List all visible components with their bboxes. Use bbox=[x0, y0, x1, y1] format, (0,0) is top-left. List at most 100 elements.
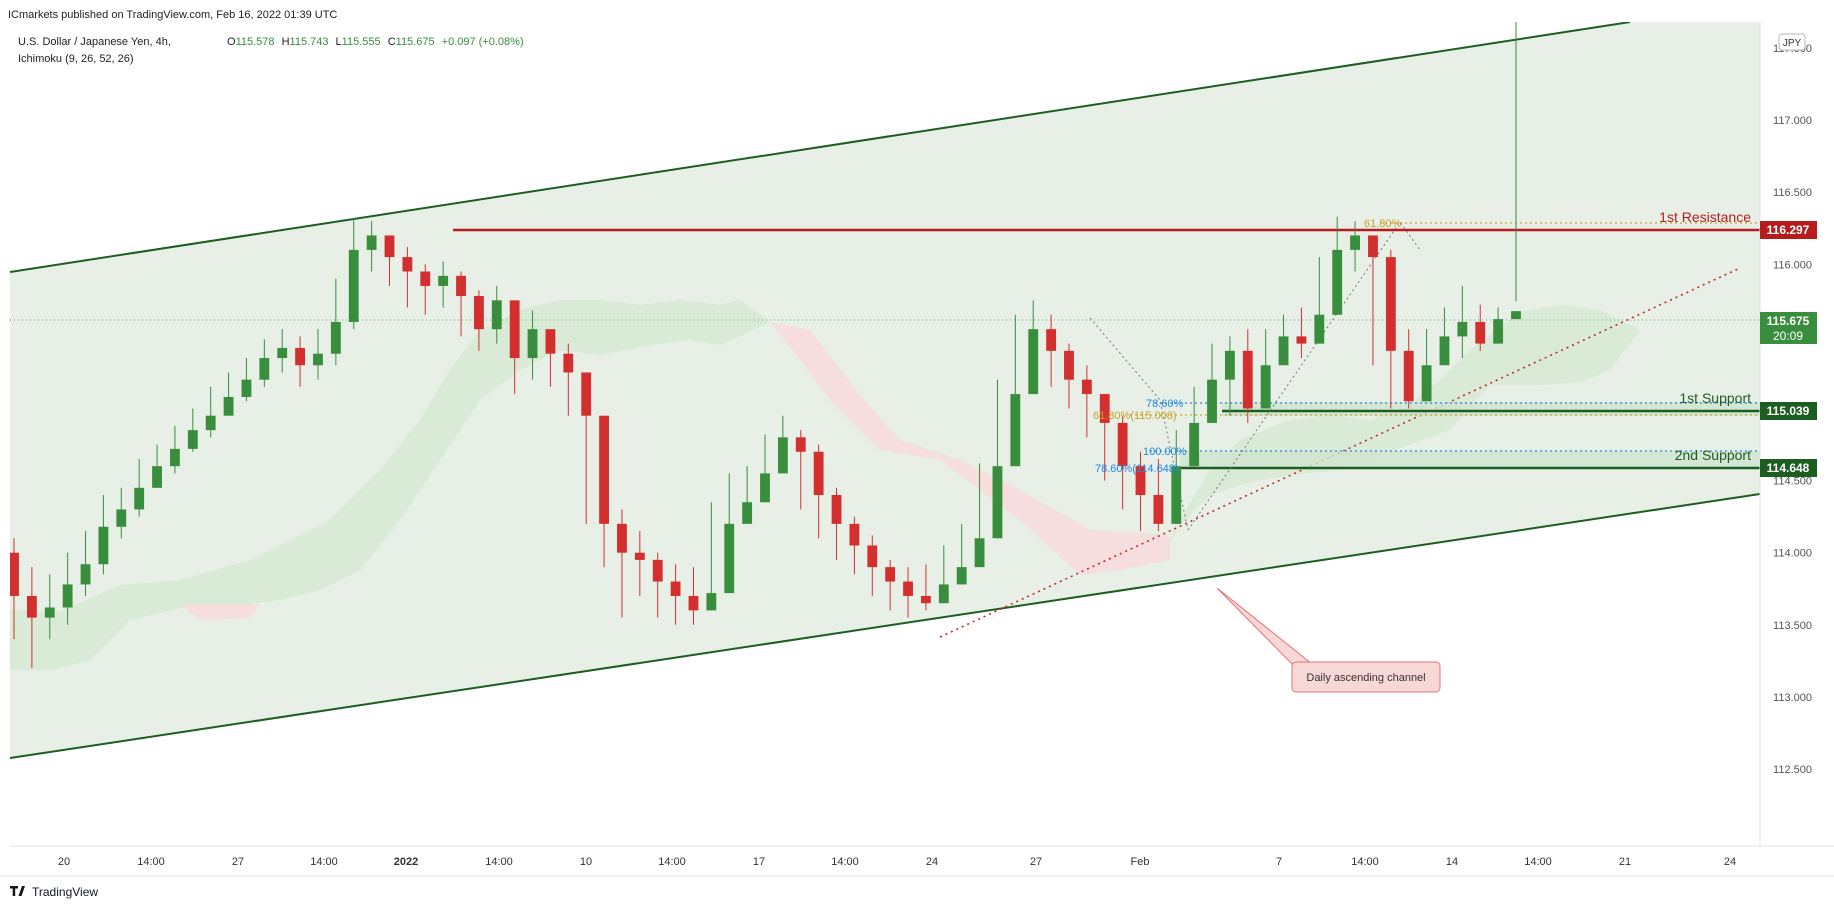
candle-body bbox=[1099, 394, 1110, 423]
x-tick-label: 14:00 bbox=[137, 856, 165, 868]
indicator-label[interactable]: Ichimoku (9, 26, 52, 26) bbox=[18, 53, 134, 65]
kumo-green-2 bbox=[1160, 305, 1640, 560]
candle-body bbox=[992, 466, 1003, 539]
label-1st-support: 1st Support bbox=[1679, 390, 1751, 406]
price-tag-support-1: 115.039 bbox=[1760, 402, 1817, 420]
price-tag-resistance: 116.297 bbox=[1760, 221, 1817, 239]
x-tick-label: 14:00 bbox=[1524, 856, 1552, 868]
candle-body bbox=[1010, 394, 1021, 467]
fib-label-78-lower: 78.60%(114.648) bbox=[1095, 463, 1179, 475]
candle-body bbox=[724, 523, 735, 594]
candle-body bbox=[1296, 336, 1307, 344]
candle-body bbox=[98, 526, 109, 565]
candle-body bbox=[420, 271, 431, 286]
candle-body bbox=[205, 415, 216, 431]
label-1st-resistance: 1st Resistance bbox=[1659, 209, 1751, 225]
annotation-callout[interactable]: Daily ascending channel bbox=[1216, 587, 1441, 693]
candle-body bbox=[473, 296, 484, 330]
currency-label: JPY bbox=[1783, 38, 1802, 49]
tradingview-logo[interactable]: TradingView bbox=[10, 885, 98, 899]
candle-body bbox=[563, 353, 574, 373]
ohlc-readout: O115.578 H115.743 L115.555 C115.675 +0.0… bbox=[227, 36, 524, 48]
candle-body bbox=[581, 372, 592, 416]
candle-body bbox=[313, 353, 323, 366]
footer-brand: TradingView bbox=[32, 885, 98, 899]
price-tag-current: 115.675 20:09 bbox=[1760, 312, 1817, 344]
candle-body bbox=[10, 552, 19, 596]
x-tick-label: 14:00 bbox=[1351, 856, 1379, 868]
candle-body bbox=[777, 437, 788, 474]
candles bbox=[10, 22, 1521, 669]
candle-body bbox=[938, 584, 949, 604]
candle-body bbox=[706, 593, 717, 611]
ohlc-open: 115.578 bbox=[236, 36, 275, 48]
ohlc-change: +0.097 (+0.08%) bbox=[442, 36, 524, 48]
x-tick-label: 24 bbox=[1724, 856, 1736, 868]
candle-body bbox=[223, 396, 234, 416]
x-tick-label: 14:00 bbox=[831, 856, 859, 868]
candle-body bbox=[1314, 314, 1325, 344]
x-tick-label: 10 bbox=[580, 856, 592, 868]
y-tick-label: 116.000 bbox=[1773, 259, 1812, 271]
candle-body bbox=[1368, 235, 1378, 258]
candle-body bbox=[1189, 422, 1200, 467]
fib-label-100-blue: 100.00% bbox=[1143, 446, 1187, 458]
candle-body bbox=[1117, 422, 1128, 467]
candle-body bbox=[170, 448, 180, 467]
ohlc-high-label: H bbox=[282, 36, 290, 48]
fib-label-61-top: 61.80% bbox=[1364, 218, 1402, 230]
x-tick-label: 21 bbox=[1619, 856, 1631, 868]
y-tick-label: 117.000 bbox=[1773, 115, 1812, 127]
time-axis[interactable]: 20 14:00 27 14:00 2022 14:00 10 14:00 17 14:00 24 2… bbox=[58, 856, 1736, 868]
candle-body bbox=[545, 329, 556, 354]
currency-badge[interactable] bbox=[1778, 33, 1806, 51]
candle-body bbox=[903, 581, 913, 596]
candle-body bbox=[116, 509, 127, 527]
candle-body bbox=[1403, 350, 1414, 402]
x-tick-label: 20 bbox=[58, 856, 70, 868]
ohlc-low: 115.555 bbox=[342, 36, 381, 48]
fib-connector-2 bbox=[1187, 221, 1421, 531]
price-tag-resistance-text: 116.297 bbox=[1767, 223, 1810, 237]
candle-body bbox=[1207, 379, 1217, 423]
y-tick-label: 113.500 bbox=[1773, 620, 1812, 632]
ichimoku-cloud bbox=[10, 300, 1640, 670]
candle-body bbox=[1153, 495, 1164, 524]
candle-body bbox=[152, 466, 162, 488]
candle-body bbox=[277, 347, 288, 359]
kumo-green-1 bbox=[10, 300, 770, 670]
candle-body bbox=[652, 559, 663, 582]
candle-body bbox=[1028, 329, 1039, 395]
candle-body bbox=[62, 584, 73, 608]
candle-body bbox=[956, 567, 967, 585]
candle-body bbox=[1457, 321, 1468, 337]
ohlc-close: 115.675 bbox=[396, 36, 435, 48]
candle-body bbox=[1350, 235, 1360, 250]
candle-body bbox=[259, 358, 270, 380]
candle-body bbox=[1475, 321, 1486, 344]
candle-body bbox=[974, 538, 985, 568]
x-tick-label: 14:00 bbox=[485, 856, 513, 868]
y-tick-label: 116.500 bbox=[1773, 187, 1812, 199]
candle-body bbox=[795, 437, 806, 452]
x-tick-label: 7 bbox=[1276, 856, 1282, 868]
candle-body bbox=[438, 275, 449, 286]
channel-upper-line[interactable] bbox=[10, 22, 1631, 273]
ohlc-open-label: O bbox=[227, 36, 236, 48]
candle-body bbox=[1260, 365, 1271, 409]
x-tick-label: 14:00 bbox=[310, 856, 338, 868]
y-tick-label: 112.500 bbox=[1773, 764, 1812, 776]
candle-body bbox=[491, 300, 502, 330]
channel-fill bbox=[10, 22, 1760, 758]
y-tick-label: 114.500 bbox=[1773, 476, 1812, 488]
x-tick-label: 24 bbox=[926, 856, 938, 868]
symbol-title[interactable]: U.S. Dollar / Japanese Yen, 4h, bbox=[18, 36, 171, 48]
fib-label-61-gold: 61.80%(115.008) bbox=[1093, 410, 1177, 422]
candle-body bbox=[867, 545, 878, 568]
channel-lower-line[interactable] bbox=[10, 493, 1760, 759]
candle-body bbox=[348, 249, 359, 322]
candle-body bbox=[1385, 257, 1396, 351]
candle-body bbox=[688, 595, 699, 611]
candle-body bbox=[617, 523, 627, 553]
